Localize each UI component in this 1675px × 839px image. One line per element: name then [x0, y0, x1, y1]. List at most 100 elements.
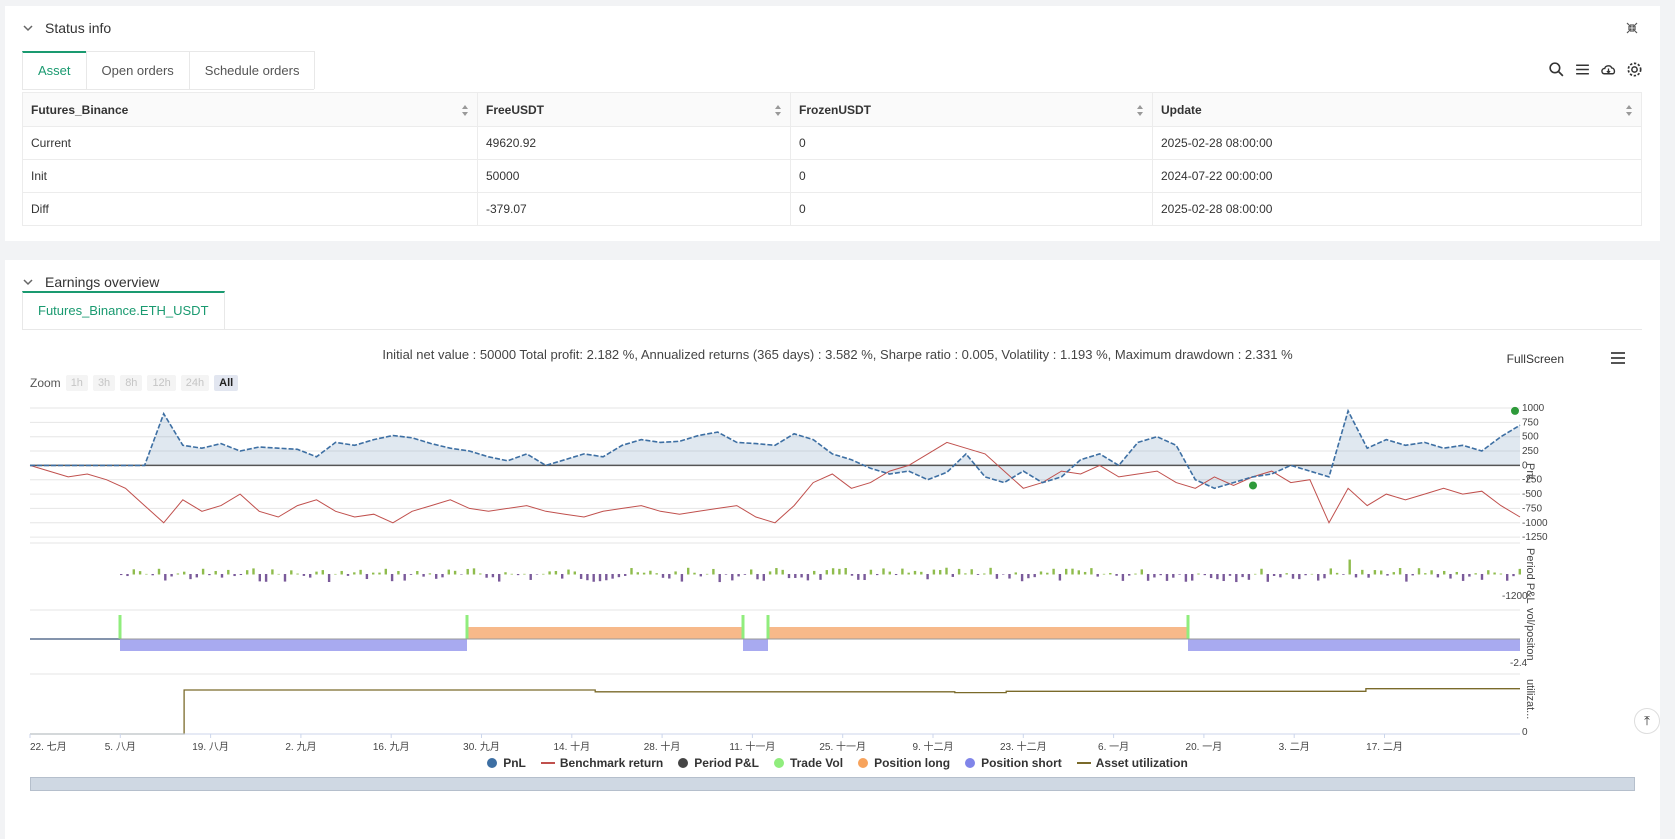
- period-pnl-bar: [699, 574, 702, 577]
- period-pnl-bar: [523, 573, 526, 575]
- period-pnl-bar: [1020, 574, 1024, 582]
- period-pnl-bar: [939, 570, 942, 575]
- tab-asset[interactable]: Asset: [22, 51, 87, 89]
- vol-tick-label: -2.4: [1510, 658, 1528, 669]
- chevron-down-icon[interactable]: [22, 276, 34, 288]
- tab-open-orders[interactable]: Open orders: [85, 51, 190, 89]
- period-pnl-bar: [542, 573, 545, 575]
- gear-icon[interactable]: [1626, 61, 1643, 78]
- period-pnl-bar: [1304, 574, 1307, 576]
- sort-icon[interactable]: [1136, 104, 1144, 117]
- period-pnl-bar: [1317, 574, 1320, 581]
- zoom-24h-button[interactable]: 24h: [180, 375, 210, 391]
- period-pnl-bar: [422, 574, 425, 577]
- status-info-header[interactable]: Status info: [22, 20, 111, 36]
- y-tick-label: -1000: [1522, 518, 1548, 529]
- legend-item-trade-vol[interactable]: Trade Vol: [773, 756, 843, 770]
- period-pnl-bar: [1323, 574, 1326, 579]
- period-pnl-bar: [705, 573, 709, 575]
- period-pnl-bar: [1335, 572, 1339, 575]
- list-icon[interactable]: [1574, 61, 1591, 78]
- period-pnl-bar: [649, 570, 652, 575]
- period-pnl-bar: [573, 571, 576, 575]
- fullscreen-button[interactable]: FullScreen: [1506, 352, 1564, 366]
- position-long-bar: [768, 627, 1188, 639]
- search-icon[interactable]: [1548, 61, 1565, 78]
- cell-frozen: 0: [790, 126, 1153, 160]
- x-tick-label: 20. 一月: [1186, 741, 1223, 753]
- period-pnl-bar: [201, 568, 205, 575]
- row-label-current[interactable]: Current: [22, 126, 478, 160]
- period-pnl-bar: [535, 574, 539, 575]
- period-pnl-bar: [1310, 573, 1314, 575]
- sort-icon[interactable]: [1625, 104, 1633, 117]
- zoom-8h-button[interactable]: 8h: [120, 375, 143, 391]
- column-header[interactable]: FrozenUSDT: [790, 92, 1153, 127]
- period-pnl-bar: [1146, 574, 1150, 581]
- period-pnl-bar: [1109, 572, 1112, 575]
- period-pnl-bar: [264, 574, 268, 582]
- period-pnl-bar: [1272, 574, 1276, 576]
- zoom-12h-button[interactable]: 12h: [147, 375, 176, 391]
- period-pnl-bar: [378, 572, 381, 575]
- period-pnl-bar: [913, 570, 917, 575]
- period-pnl-bar: [718, 574, 721, 583]
- legend-item-position-long[interactable]: Position long: [858, 756, 950, 770]
- period-pnl-bar: [183, 571, 186, 575]
- column-header[interactable]: Futures_Binance: [22, 92, 478, 127]
- range-navigator[interactable]: [30, 777, 1635, 791]
- legend-item-benchmark[interactable]: Benchmark return: [540, 756, 663, 770]
- collapse-icon[interactable]: [1626, 22, 1638, 34]
- cloud-download-icon[interactable]: [1600, 61, 1617, 78]
- position-short-bar: [743, 639, 768, 651]
- scroll-top-button[interactable]: ⤒: [1634, 708, 1660, 734]
- period-pnl-bar: [359, 569, 362, 575]
- period-pnl-bar: [485, 574, 488, 578]
- status-info-panel: Status info Asset Open orders Schedule o…: [5, 6, 1660, 241]
- period-pnl-bar: [504, 572, 507, 575]
- chevron-down-icon[interactable]: [22, 22, 34, 34]
- period-pnl-bar: [479, 573, 482, 575]
- period-pnl-bar: [1455, 571, 1458, 575]
- zoom-1h-button[interactable]: 1h: [65, 375, 88, 391]
- column-header[interactable]: FreeUSDT: [477, 92, 791, 127]
- period-pnl-bar: [806, 574, 810, 581]
- legend-item-period-pnl[interactable]: Period P&L: [678, 756, 759, 770]
- period-pnl-bar: [208, 574, 211, 576]
- panel-title: Earnings overview: [45, 274, 160, 290]
- tab-schedule-orders[interactable]: Schedule orders: [188, 51, 316, 89]
- period-pnl-bar: [1518, 568, 1521, 575]
- legend-item-asset-utilization[interactable]: Asset utilization: [1076, 756, 1188, 770]
- period-pnl-bar: [951, 574, 954, 577]
- column-header[interactable]: Update: [1152, 92, 1642, 127]
- period-pnl-bar: [1449, 574, 1452, 579]
- period-pnl-bar: [888, 571, 891, 575]
- table-tools: [1548, 61, 1643, 78]
- table-header-row: Futures_Binance FreeUSDT FrozenUSDT Upda…: [22, 92, 1642, 127]
- period-pnl-bar: [1468, 574, 1471, 577]
- period-pnl-bar: [346, 574, 350, 576]
- menu-icon[interactable]: [1610, 351, 1626, 365]
- marker-dot: [1511, 406, 1519, 415]
- x-tick-label: 6. 一月: [1098, 741, 1129, 753]
- axis-title-vol: vol/positon: [1524, 608, 1536, 661]
- period-pnl-bar: [964, 573, 967, 575]
- y-tick-label: -750: [1522, 503, 1542, 514]
- period-pnl-bar: [510, 573, 513, 575]
- period-pnl-bar: [283, 574, 287, 582]
- sort-icon[interactable]: [774, 104, 782, 117]
- period-pnl-bar: [920, 571, 923, 575]
- tab-futures-binance-eth-usdt[interactable]: Futures_Binance.ETH_USDT: [22, 291, 225, 329]
- zoom-3h-button[interactable]: 3h: [92, 375, 116, 391]
- legend-item-position-short[interactable]: Position short: [965, 756, 1062, 770]
- zoom-all-button[interactable]: All: [214, 375, 239, 391]
- period-pnl-bar: [1291, 574, 1295, 579]
- period-pnl-bar: [1285, 573, 1288, 575]
- sort-icon[interactable]: [461, 104, 469, 117]
- legend-item-pnl[interactable]: PnL: [487, 756, 526, 770]
- pnl-line: [30, 408, 1521, 490]
- table-row: Diff -379.07 0 2025-02-28 08:00:00: [22, 192, 1642, 226]
- y-tick-label: 0: [1522, 460, 1528, 471]
- trade-vol-bar: [741, 615, 745, 639]
- earnings-header[interactable]: Earnings overview: [22, 274, 159, 290]
